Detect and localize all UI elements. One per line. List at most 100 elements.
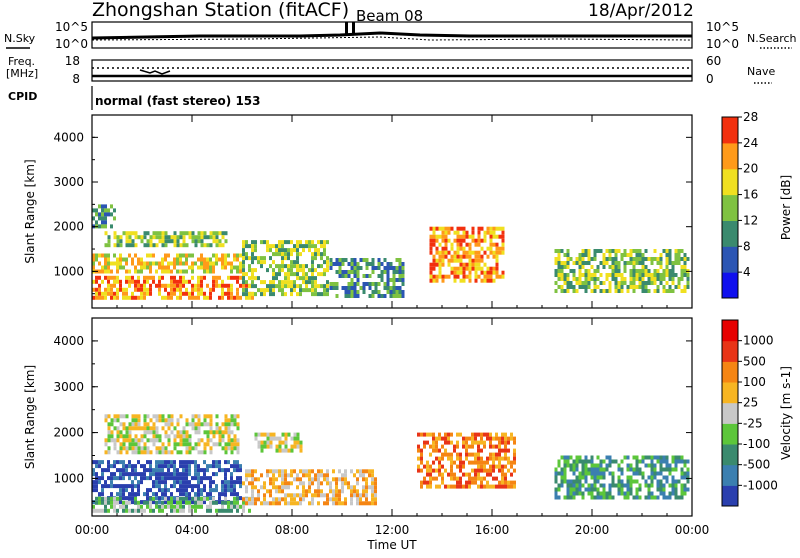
heatmap-cell <box>134 414 138 419</box>
heatmap-cell <box>272 497 275 502</box>
heatmap-cell <box>185 269 188 274</box>
heatmap-cell <box>686 487 690 492</box>
heatmap-cell <box>182 504 185 509</box>
heatmap-cell <box>572 459 576 464</box>
heatmap-cell <box>492 436 495 441</box>
heatmap-cell <box>272 260 275 265</box>
heatmap-cell <box>477 444 480 449</box>
heatmap-cell <box>474 468 477 473</box>
heatmap-cell <box>236 438 240 443</box>
heatmap-cell <box>299 481 302 486</box>
heatmap-cell <box>353 286 357 290</box>
heatmap-cell <box>296 252 299 257</box>
heatmap-cell <box>119 239 123 244</box>
heatmap-cell <box>146 496 149 501</box>
heatmap-cell <box>302 485 305 490</box>
heatmap-cell <box>197 414 201 419</box>
heatmap-cell <box>338 262 342 266</box>
heatmap-cell <box>560 475 564 480</box>
heatmap-cell <box>581 491 585 496</box>
heatmap-cell <box>311 276 314 281</box>
heatmap-cell <box>501 270 505 275</box>
heatmap-cell <box>230 504 233 509</box>
heatmap-cell <box>429 250 433 255</box>
heatmap-cell <box>599 289 603 293</box>
heatmap-cell <box>423 444 426 449</box>
heatmap-cell <box>311 280 314 285</box>
heatmap-cell <box>320 489 323 494</box>
heatmap-cell <box>441 230 445 235</box>
heatmap-cell <box>197 239 201 244</box>
heatmap-cell <box>143 414 147 419</box>
heatmap-cell <box>158 468 161 473</box>
heatmap-cell <box>245 272 248 277</box>
heatmap-cell <box>278 252 281 257</box>
heatmap-cell <box>167 261 170 266</box>
heatmap-cell <box>429 484 432 489</box>
heatmap-cell <box>182 476 185 481</box>
heatmap-cell <box>155 434 159 439</box>
heatmap-cell <box>272 244 275 249</box>
heatmap-cell <box>116 269 119 274</box>
heatmap-cell <box>429 238 433 243</box>
heatmap-cell <box>152 279 155 284</box>
heatmap-cell <box>167 476 170 481</box>
heatmap-cell <box>227 460 230 465</box>
heatmap-cell <box>462 238 466 243</box>
heatmap-cell <box>501 242 505 247</box>
heatmap-cell <box>581 273 585 277</box>
heatmap-cell <box>239 464 242 469</box>
heatmap-cell <box>311 288 314 293</box>
heatmap-cell <box>362 477 365 482</box>
heatmap-cell <box>278 284 281 289</box>
heatmap-cell <box>176 472 179 477</box>
heatmap-cell <box>107 508 110 513</box>
heatmap-cell <box>134 442 138 447</box>
heatmap-cell <box>584 479 588 484</box>
heatmap-cell <box>281 477 284 482</box>
heatmap-cell <box>489 432 492 437</box>
heatmap-cell <box>149 496 152 501</box>
heatmap-cell <box>173 239 177 244</box>
heatmap-cell <box>686 471 690 476</box>
heatmap-cell <box>116 295 119 300</box>
heatmap-cell <box>158 488 161 493</box>
heatmap-cell <box>167 450 171 455</box>
heatmap-cell <box>450 270 454 275</box>
heatmap-cell <box>617 479 621 484</box>
heatmap-cell <box>245 240 248 245</box>
heatmap-cell <box>101 484 104 489</box>
heatmap-cell <box>680 475 684 480</box>
heatmap-cell <box>254 477 257 482</box>
heatmap-cell <box>659 483 663 488</box>
heatmap-cell <box>632 495 636 500</box>
heatmap-cell <box>233 464 236 469</box>
heatmap-cell <box>584 273 588 277</box>
heatmap-cell <box>212 231 216 236</box>
heatmap-cell <box>179 287 182 292</box>
heatmap-cell <box>429 278 433 283</box>
heatmap-cell <box>167 253 170 258</box>
heatmap-cell <box>125 235 129 240</box>
heatmap-cell <box>560 467 564 472</box>
heatmap-cell <box>203 422 207 427</box>
heatmap-cell <box>447 258 451 263</box>
heatmap-cell <box>356 469 359 474</box>
heatmap-cell <box>131 231 135 236</box>
heatmap-cell <box>450 484 453 489</box>
heatmap-cell <box>671 487 675 492</box>
heatmap-cell <box>486 230 490 235</box>
heatmap-cell <box>432 440 435 445</box>
heatmap-cell <box>122 484 125 489</box>
heatmap-cell <box>134 450 138 455</box>
colorbar-segment <box>722 464 738 486</box>
heatmap-cell <box>647 491 651 496</box>
heatmap-cell <box>230 291 233 296</box>
heatmap-cell <box>665 495 669 500</box>
heatmap-cell <box>164 283 167 288</box>
heatmap-cell <box>164 446 168 451</box>
heatmap-cell <box>554 491 558 496</box>
heatmap-cell <box>227 253 230 258</box>
heatmap-cell <box>453 270 457 275</box>
heatmap-cell <box>566 495 570 500</box>
